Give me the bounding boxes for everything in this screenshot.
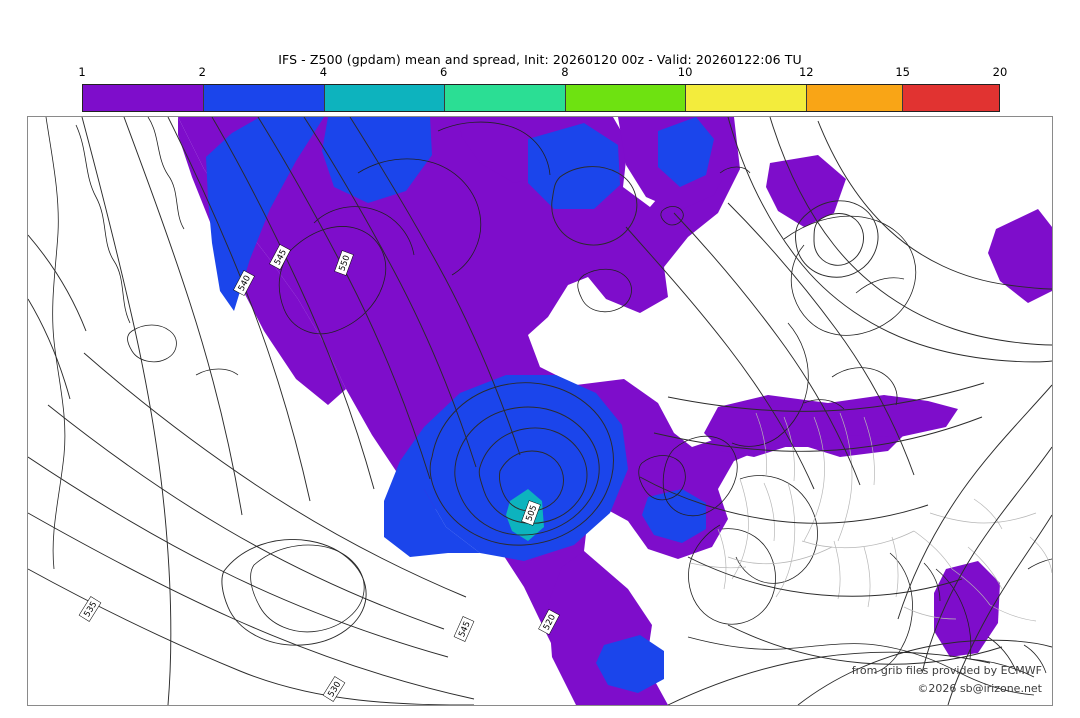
spread-patch-blue-iceland (528, 123, 620, 209)
colorbar-segment-12-15 (805, 85, 902, 111)
spread-patch-blue-iberia (596, 635, 664, 693)
map-canvas: 540 545 550 505 (28, 117, 1052, 705)
page-title: IFS - Z500 (gpdam) mean and spread, Init… (278, 52, 802, 67)
colorbar-segment-15-20 (901, 85, 999, 111)
colorbar-tick-6: 6 (440, 65, 448, 79)
map-panel[interactable]: 540 545 550 505 (27, 116, 1053, 706)
credit-copyright: ©2026 sb@irizone.net (917, 682, 1042, 695)
colorbar-gradient-strip (82, 84, 1000, 112)
colorbar-tick-12: 12 (798, 65, 814, 79)
colorbar-segment-2-4 (203, 85, 324, 111)
colorbar-tick-4: 4 (319, 65, 328, 79)
colorbar-tick-1: 1 (78, 65, 86, 79)
contour-layer (28, 117, 1052, 705)
colorbar-segment-8-10 (564, 85, 685, 111)
spread-patch-blue-norway (658, 117, 714, 187)
colorbar-segment-10-12 (684, 85, 806, 111)
colorbar-tick-8: 8 (561, 65, 569, 79)
country-border-layer (689, 412, 1052, 622)
colorbar-tick-10: 10 (677, 65, 693, 79)
colorbar: 1 2 4 6 8 10 12 15 20 (78, 65, 1007, 112)
spread-patch-far-ne (988, 209, 1052, 303)
spread-band-blue-tongue (384, 427, 480, 557)
spread-patch-blue-uk (642, 489, 706, 543)
colorbar-tick-labels: 1 2 4 6 8 10 12 15 20 (78, 65, 1007, 83)
spread-shading-layer (178, 117, 1052, 705)
colorbar-tick-15: 15 (895, 65, 911, 79)
spread-patch-italy (934, 561, 1000, 657)
credit-source: from grib files provided by ECMWF (851, 664, 1042, 677)
colorbar-tick-2: 2 (198, 65, 206, 79)
colorbar-segment-1-2 (83, 85, 203, 111)
spread-band-purple-nw (178, 117, 346, 405)
coastline-layer (45, 117, 1052, 696)
colorbar-segment-4-6 (323, 85, 444, 111)
colorbar-tick-20: 20 (992, 65, 1008, 79)
spread-patch-barents (766, 155, 846, 227)
colorbar-segment-6-8 (443, 85, 565, 111)
